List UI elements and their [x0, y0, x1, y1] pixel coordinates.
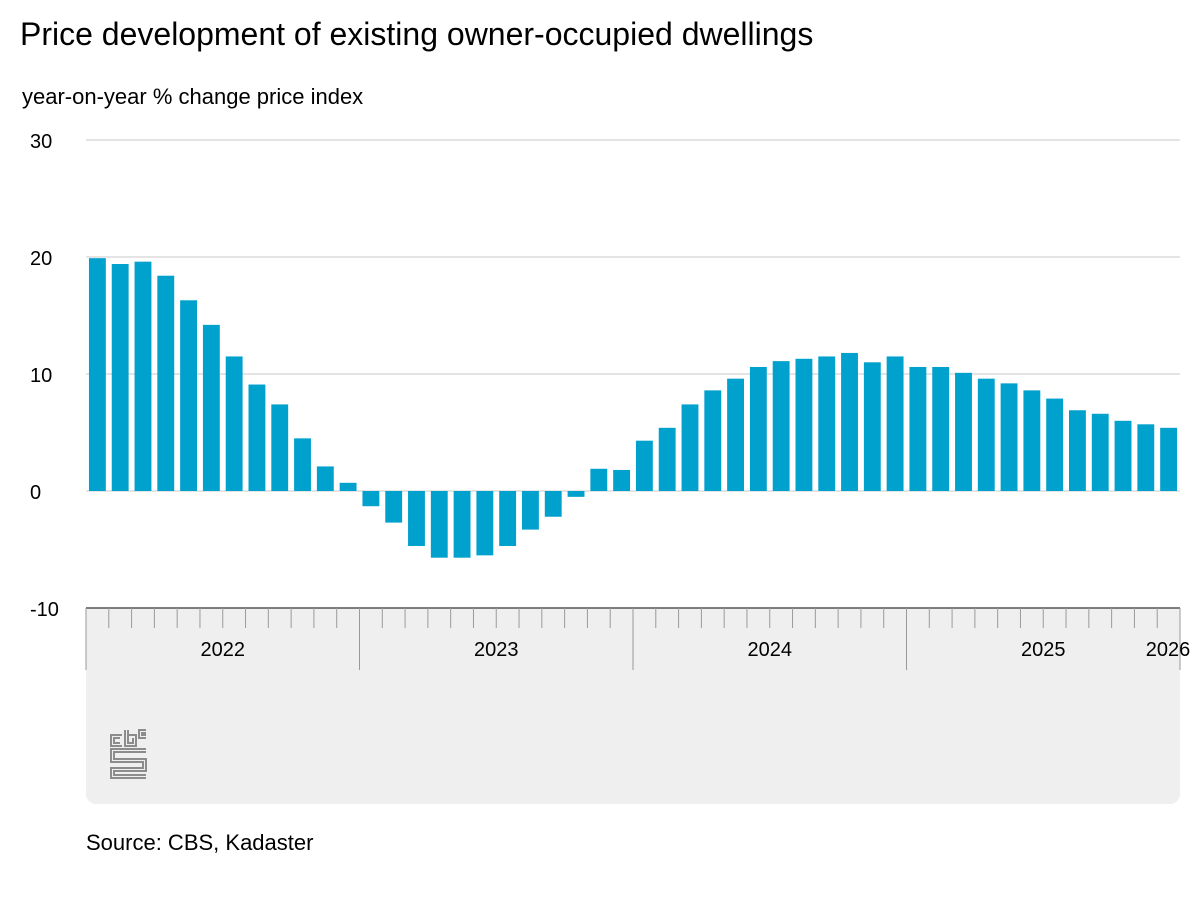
bar: 2024-02: 5.4 [658, 427, 676, 491]
bar: 2023-09: -2.2 [544, 491, 562, 517]
bar: 2024-03: 7.4 [681, 404, 699, 491]
bar: 2025-03: 10.1 [955, 372, 972, 491]
bar: 2022-08: 9.1 [248, 384, 266, 491]
bar: 2025-07: 7.9 [1046, 398, 1064, 491]
bar: 2023-04: -5.7 [430, 491, 448, 558]
bar: 2022-07: 11.5 [225, 356, 243, 491]
chart-title: Price development of existing owner-occu… [20, 16, 814, 52]
y-tick-label: 0 [30, 482, 41, 504]
bar: 2023-06: -5.5 [476, 491, 494, 556]
bar: 2023-03: -4.7 [408, 491, 425, 546]
y-axis-label: year-on-year % change price index [22, 84, 364, 109]
y-tick-label: -10 [30, 599, 59, 621]
x-tick-label: 2026 [1146, 639, 1191, 661]
source-note: Source: CBS, Kadaster [86, 830, 314, 855]
bar: 2023-10: -0.5 [567, 491, 585, 497]
bar: 2024-08: 11.3 [795, 358, 813, 491]
bars: 2022-01: 19.9 2022-02: 19.4 2022-03: 19.6 2… [88, 258, 1178, 558]
bar: 2025-10: 6 [1114, 420, 1132, 491]
bar: 2024-07: 11.1 [772, 361, 790, 491]
bar: 2022-12: 0.7 [339, 482, 357, 491]
cbs-logo-icon: cbs [110, 729, 147, 779]
bar: 2025-11: 5.7 [1137, 424, 1155, 491]
bar: 2025-12: 5.4 [1160, 427, 1178, 491]
bar: 2023-01: -1.3 [362, 491, 380, 507]
bar: 2025-05: 9.2 [1000, 383, 1018, 491]
x-tick-label: 2022 [201, 639, 246, 661]
bar: 2024-05: 9.6 [727, 378, 744, 491]
gridlines: -10 0 10 20 30 [30, 131, 1180, 621]
y-tick-label: 30 [30, 131, 52, 153]
bar: 2023-02: -2.7 [385, 491, 403, 523]
bar: 2022-05: 16.3 [180, 300, 197, 491]
bar: 2024-06: 10.6 [749, 366, 767, 491]
bar: 2025-06: 8.6 [1023, 390, 1041, 491]
bar: 2024-01: 4.3 [635, 440, 653, 491]
bar: 2022-09: 7.4 [271, 404, 289, 491]
bar: 2023-05: -5.7 [453, 491, 471, 558]
x-tick-label: 2023 [474, 639, 519, 661]
x-axis: 2022 2023 2024 2025 2026 [85, 607, 1191, 670]
bar: 2022-03: 19.6 [134, 261, 152, 491]
bar: 2025-08: 6.9 [1069, 410, 1086, 491]
bar: 2025-04: 9.6 [977, 378, 995, 491]
bar: 2025-09: 6.6 [1091, 413, 1109, 491]
bar: 2022-10: 4.5 [294, 438, 311, 491]
bar: 2023-12: 1.8 [613, 469, 631, 491]
bar: 2024-10: 11.8 [841, 352, 858, 491]
bar: 2024-11: 11 [863, 362, 881, 491]
bar: 2022-04: 18.4 [157, 275, 175, 491]
bar: 2025-01: 10.6 [909, 366, 927, 491]
y-tick-label: 20 [30, 248, 52, 270]
bar: 2024-12: 11.5 [886, 356, 904, 491]
bar: 2022-06: 14.2 [202, 324, 220, 491]
bar: 2025-02: 10.6 [932, 366, 950, 491]
bar: 2023-07: -4.7 [499, 491, 517, 546]
bar: 2024-09: 11.5 [818, 356, 836, 491]
bar: 2022-11: 2.1 [316, 466, 334, 491]
bar: 2022-01: 19.9 [88, 258, 106, 491]
x-tick-label: 2025 [1021, 639, 1066, 661]
y-tick-label: 10 [30, 365, 52, 387]
bar: 2024-04: 8.6 [704, 390, 722, 491]
bar: 2023-08: -3.3 [522, 491, 539, 530]
bar: 2023-11: 1.9 [590, 468, 608, 491]
x-tick-label: 2024 [748, 639, 793, 661]
bar: 2022-02: 19.4 [111, 264, 129, 491]
